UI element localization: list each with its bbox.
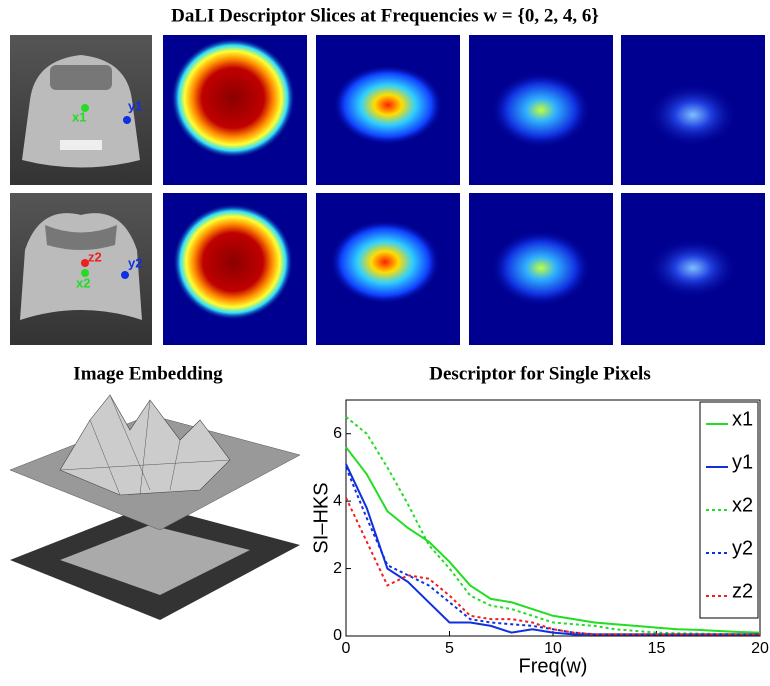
series-line — [345, 497, 760, 636]
keypoint — [123, 116, 131, 124]
series-line — [345, 416, 760, 636]
y-tick-label: 6 — [333, 425, 342, 442]
mesh-edges — [59, 394, 231, 496]
legend-box — [699, 401, 759, 619]
legend-label: y2 — [732, 537, 753, 559]
car-body — [20, 213, 142, 320]
x-tick-label: 10 — [544, 640, 562, 657]
series-line — [345, 463, 760, 636]
row-1 — [10, 35, 765, 185]
y-tick-label: 0 — [333, 627, 342, 644]
mesh-surface — [59, 394, 231, 496]
legend-label: z2 — [732, 580, 753, 602]
keypoint — [81, 259, 89, 267]
heatmap-blob — [648, 238, 738, 298]
heatmap-blob — [171, 38, 295, 158]
legend-label: y1 — [732, 451, 753, 473]
x-axis-label: Freq(w) — [519, 655, 588, 677]
row-2 — [10, 193, 765, 345]
heatmap-blob — [491, 230, 591, 306]
embedding-image — [9, 394, 301, 620]
series-line — [345, 467, 760, 636]
y-tick-label: 4 — [333, 492, 342, 509]
x-tick-label: 15 — [648, 640, 666, 657]
keypoint — [81, 269, 89, 277]
keypoint-label: z2 — [88, 249, 102, 264]
chart-title: Descriptor for Single Pixels — [429, 363, 650, 384]
figure-title: DaLI Descriptor Slices at Frequencies w … — [171, 5, 599, 26]
x-tick-label: 0 — [342, 640, 351, 657]
car-plate — [60, 140, 102, 150]
heatmap-blob — [491, 72, 591, 148]
keypoint — [81, 104, 89, 112]
heatmap-blob — [648, 83, 738, 147]
y-axis-label: SI–HKS — [310, 482, 332, 553]
car-in-plane — [60, 525, 250, 595]
legend-label: x1 — [732, 408, 753, 430]
keypoint — [121, 271, 129, 279]
x-tick-label: 5 — [445, 640, 454, 657]
legend-label: x2 — [732, 494, 753, 516]
plot-frame — [345, 399, 761, 637]
car-window — [45, 225, 117, 250]
car-window — [50, 65, 112, 90]
y-tick-label: 2 — [333, 560, 342, 577]
keypoint-label: y2 — [128, 255, 142, 270]
x-tick-label: 20 — [751, 640, 769, 657]
heatmap-blob — [173, 204, 293, 320]
keypoint-label: y1 — [128, 98, 142, 113]
heatmap-blob — [333, 65, 443, 145]
series-line — [345, 446, 761, 634]
keypoint-label: x2 — [76, 275, 90, 290]
embedding-title: Image Embedding — [73, 363, 223, 384]
keypoint-label: x1 — [72, 109, 86, 124]
heatmap-blob — [330, 220, 440, 304]
